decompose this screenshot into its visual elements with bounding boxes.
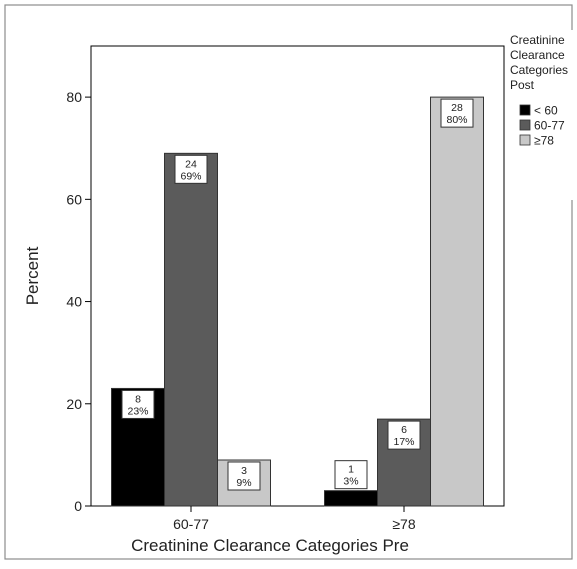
legend-title-line: Clearance: [510, 48, 565, 62]
data-label-percent: 23%: [127, 405, 148, 417]
y-axis-title: Percent: [23, 246, 42, 305]
x-tick-label: 60-77: [173, 516, 209, 532]
legend-item-label: ≥78: [534, 134, 554, 148]
data-label-count: 1: [348, 464, 354, 476]
y-tick-label: 40: [66, 294, 82, 310]
bar: [164, 152, 218, 507]
legend-swatch: [519, 104, 531, 116]
data-label-count: 6: [401, 424, 407, 436]
legend-frame-gap: [566, 30, 576, 200]
x-tick-label: ≥78: [392, 516, 415, 532]
data-label-count: 8: [135, 393, 141, 405]
data-label-percent: 80%: [446, 114, 467, 126]
data-label-percent: 69%: [180, 170, 201, 182]
y-tick-label: 0: [74, 498, 82, 514]
legend-swatch: [519, 134, 531, 146]
y-tick-label: 20: [66, 396, 82, 412]
bar: [324, 490, 378, 507]
legend-item-label: 60-77: [534, 119, 565, 133]
data-label-box: [334, 460, 368, 490]
legend-title-line: Creatinine: [510, 33, 565, 47]
legend-item-label: < 60: [534, 104, 558, 118]
data-label-box: [121, 389, 155, 419]
legend-swatch: [519, 119, 531, 131]
data-label-box: [440, 98, 474, 128]
legend-title-line: Categories: [510, 63, 568, 77]
data-label-count: 3: [241, 465, 247, 477]
x-axis: 60-77 ≥78: [173, 506, 416, 532]
data-label-count: 24: [185, 158, 197, 170]
bar: [430, 96, 484, 507]
data-label-percent: 17%: [393, 436, 414, 448]
data-label-box: [227, 461, 261, 491]
x-axis-title: Creatinine Clearance Categories Pre: [131, 536, 409, 555]
y-axis: 0 20 40 60 80: [66, 89, 91, 514]
y-tick-label: 80: [66, 89, 82, 105]
legend-title-line: Post: [510, 78, 535, 92]
y-tick-label: 60: [66, 191, 82, 207]
data-label-box: [174, 154, 208, 184]
data-label-count: 28: [451, 102, 463, 114]
data-label-box: [387, 420, 421, 450]
data-label-percent: 9%: [236, 477, 251, 489]
data-label-percent: 3%: [343, 476, 358, 488]
